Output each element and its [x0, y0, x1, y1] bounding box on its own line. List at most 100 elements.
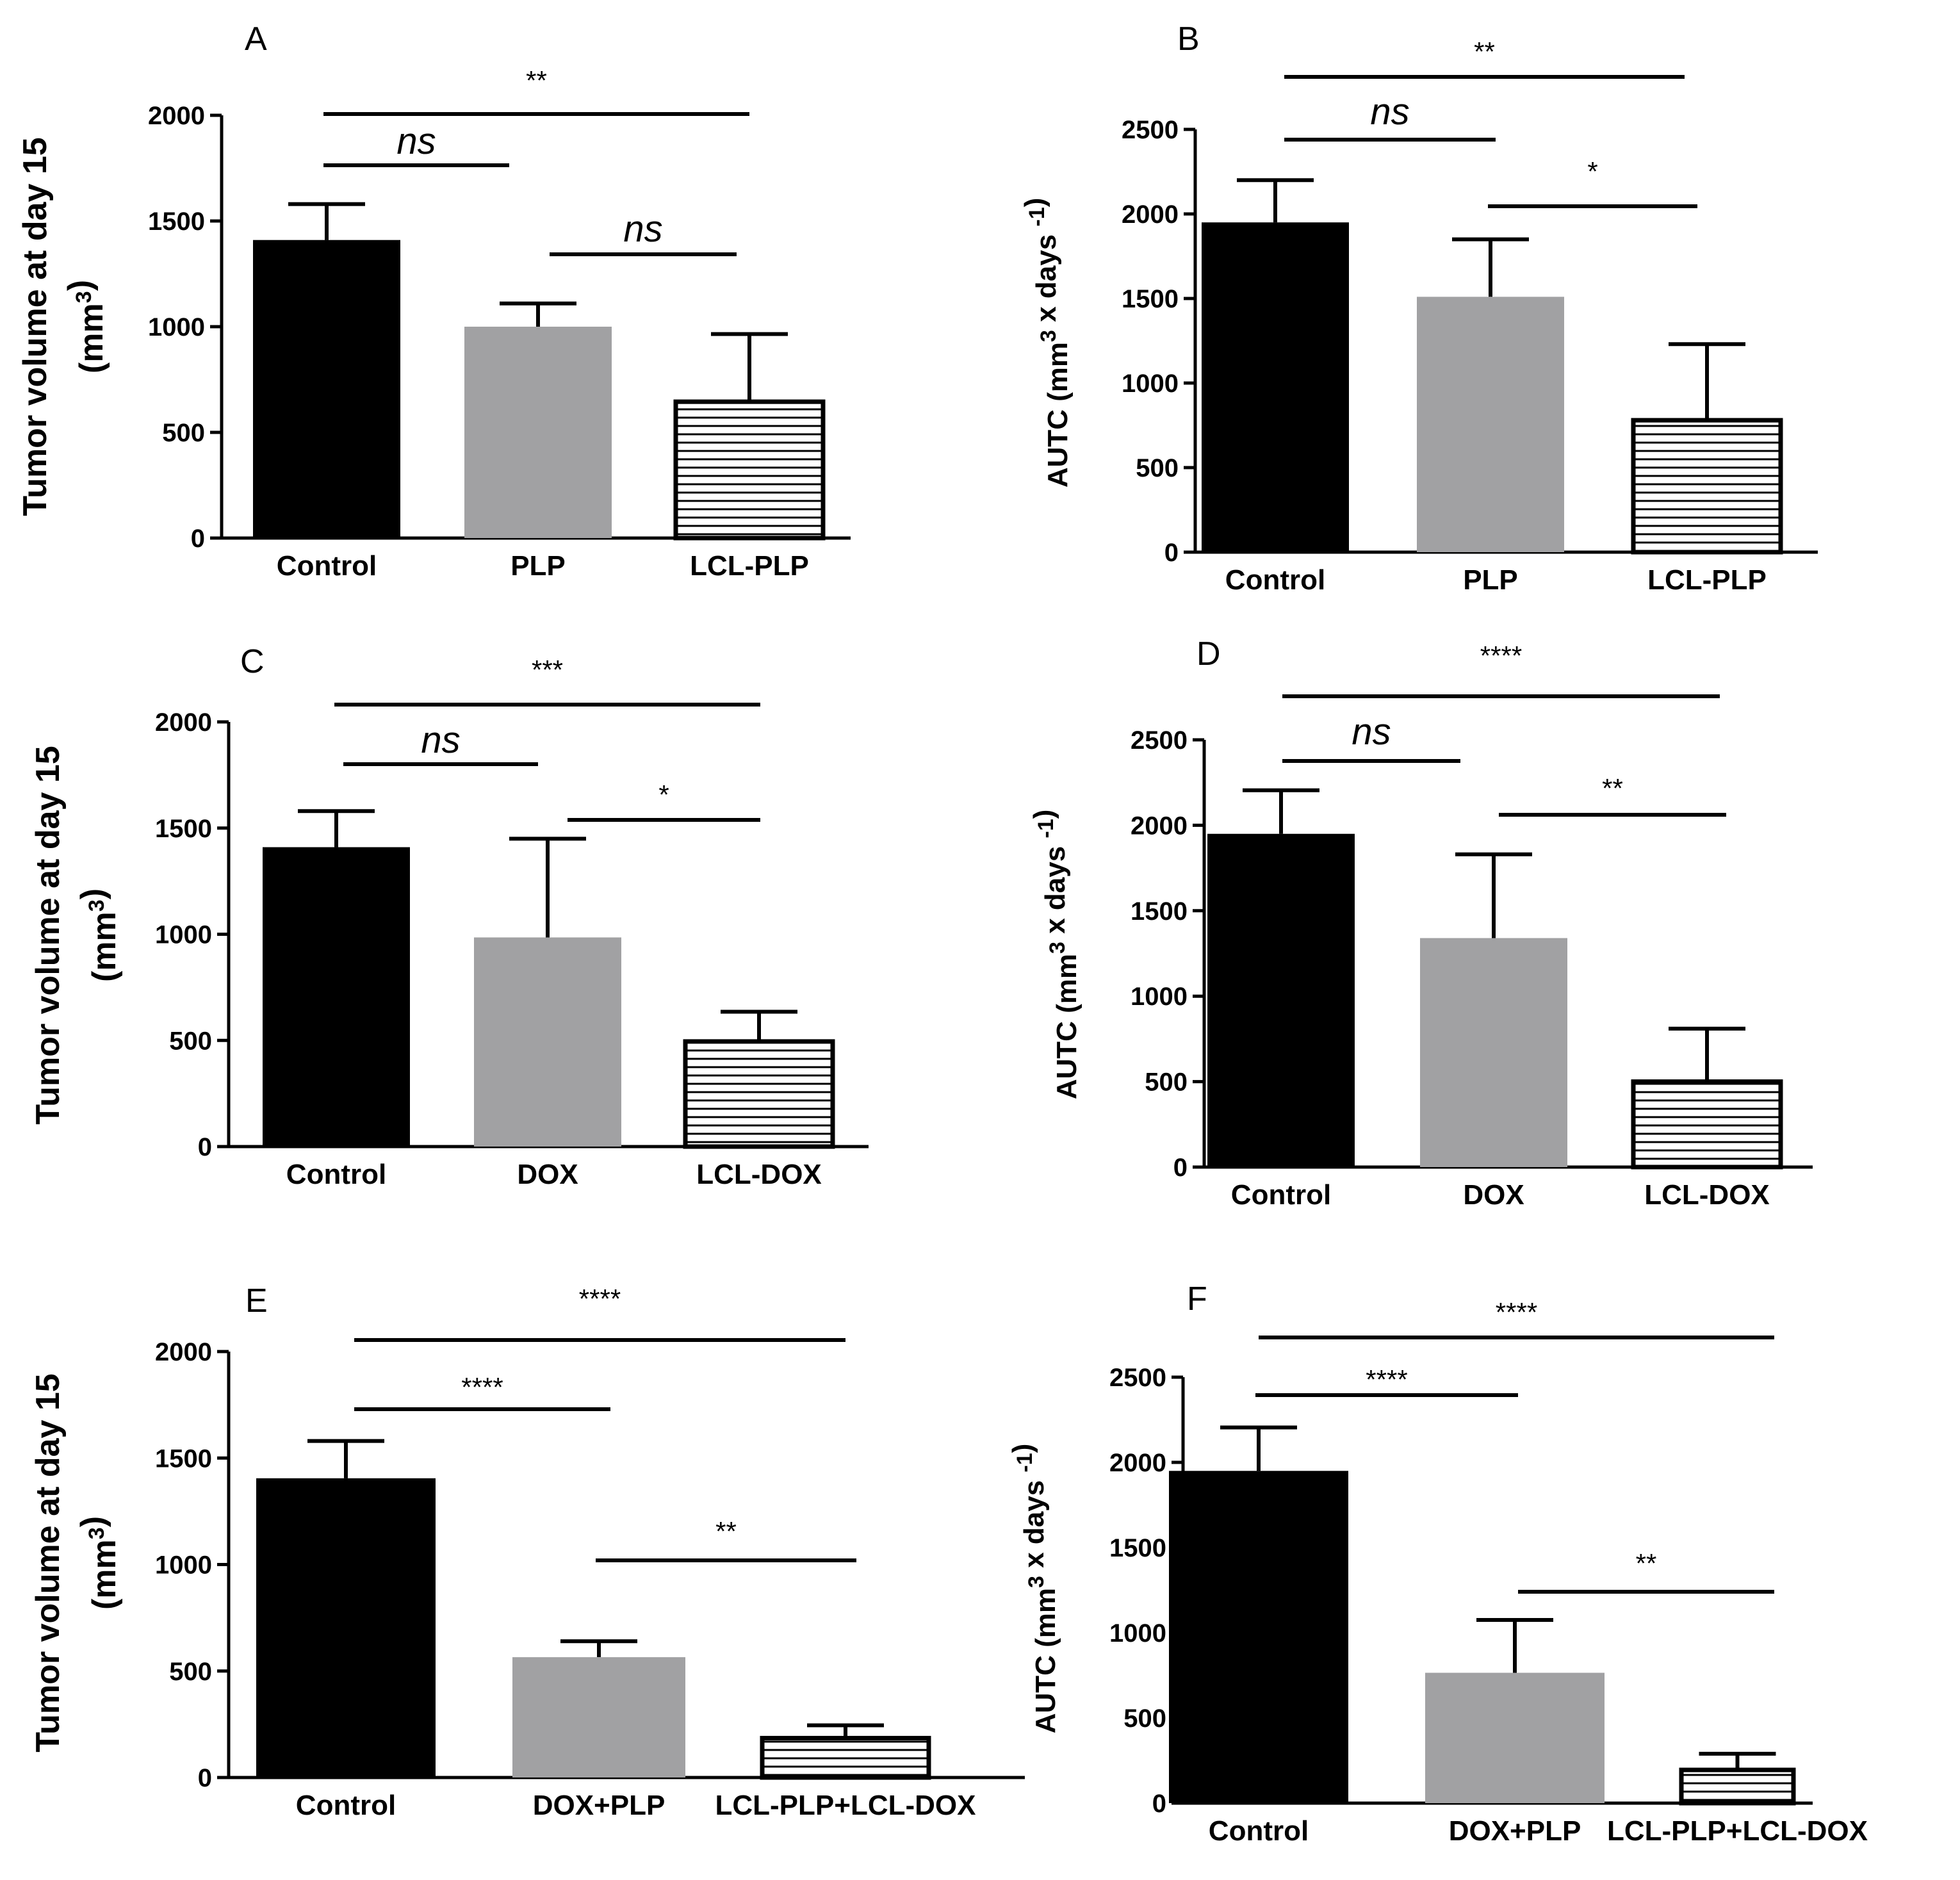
y-axis-label: (mm3)	[74, 1516, 123, 1610]
y-tick-label: 1500	[1131, 897, 1188, 926]
y-tick-label: 2000	[1122, 200, 1179, 229]
category-label: PLP	[510, 550, 566, 582]
y-axis-label: Tumor volume at day 15	[29, 746, 67, 1124]
y-tick-label: 2500	[1109, 1364, 1166, 1392]
bar	[1207, 833, 1355, 1167]
y-tick-label: 1500	[155, 815, 212, 843]
category-label: PLP	[1463, 564, 1518, 596]
significance-label: ***	[532, 655, 563, 685]
panel-letter: F	[1187, 1280, 1207, 1318]
bar	[1631, 418, 1783, 555]
bar	[673, 399, 826, 541]
category-label: Control	[1209, 1815, 1309, 1847]
y-axis-label: (mm3)	[61, 280, 110, 373]
significance-label: **	[1474, 37, 1495, 67]
y-tick-label: 1000	[1122, 370, 1179, 398]
panel-letter: C	[240, 643, 265, 680]
panel-e: E Tumor volume at day 15 (mm3) 0 500 1000 1500…	[29, 1282, 1025, 1821]
y-tick-label: 2000	[155, 1338, 212, 1366]
category-label: Control	[1231, 1179, 1331, 1211]
y-tick-label: 1000	[148, 313, 205, 341]
significance-label: ****	[461, 1372, 503, 1402]
y-tick-label: 2500	[1131, 726, 1188, 755]
y-tick-label: 0	[1173, 1154, 1188, 1182]
y-tick-label: 1000	[1109, 1619, 1166, 1647]
significance-label: *	[1587, 156, 1597, 186]
panel-a: A Tumor volume at day 15 (mm3) 0 500 1000 1500…	[17, 20, 851, 582]
y-tick-label: 2000	[1131, 812, 1188, 840]
significance-label: **	[1602, 773, 1623, 803]
y-axis-label: (mm3)	[74, 888, 123, 982]
bar	[253, 240, 400, 538]
y-tick-label: 1500	[148, 208, 205, 236]
y-tick-label: 1000	[1131, 983, 1188, 1011]
y-axis-label: AUTC (mm3 x days -1)	[1019, 198, 1074, 488]
category-label: DOX	[517, 1159, 578, 1190]
category-label: LCL-PLP+LCL-DOX	[715, 1790, 976, 1821]
significance-label: ns	[421, 719, 460, 761]
panel-b: B AUTC (mm3 x days -1) 0 500 1000 1500 2000 250…	[1019, 20, 1818, 596]
y-tick-label: 500	[1145, 1068, 1188, 1097]
y-tick-label: 0	[1164, 539, 1179, 567]
bar	[263, 847, 410, 1147]
category-label: LCL-PLP	[1647, 564, 1767, 596]
bar	[464, 327, 612, 538]
y-tick-label: 1000	[155, 921, 212, 949]
panel-letter: A	[245, 20, 267, 58]
panel-letter: D	[1196, 635, 1221, 673]
y-tick-label: 500	[162, 419, 205, 447]
category-label: DOX	[1463, 1179, 1524, 1211]
y-tick-label: 0	[191, 525, 205, 553]
y-tick-label: 500	[169, 1658, 212, 1686]
category-label: Control	[296, 1790, 396, 1821]
category-label: LCL-PLP+LCL-DOX	[1607, 1815, 1868, 1847]
significance-label: ns	[1352, 711, 1391, 753]
category-label: LCL-DOX	[696, 1159, 822, 1190]
bar	[1425, 1672, 1605, 1803]
bar	[1169, 1471, 1348, 1803]
y-axis-label: Tumor volume at day 15	[17, 137, 54, 516]
bar	[512, 1657, 685, 1778]
bar	[256, 1478, 436, 1778]
y-axis-label: AUTC (mm3 x days -1)	[1028, 810, 1082, 1100]
significance-label: **	[715, 1516, 737, 1546]
significance-label: **	[1636, 1548, 1657, 1578]
significance-label: *	[658, 780, 669, 810]
category-label: DOX+PLP	[533, 1790, 666, 1821]
y-tick-label: 2500	[1122, 116, 1179, 144]
y-tick-label: 2000	[148, 102, 205, 130]
y-tick-label: 500	[169, 1027, 212, 1055]
y-tick-label: 2000	[1109, 1449, 1166, 1477]
significance-label: ****	[1480, 641, 1522, 671]
category-label: Control	[1225, 564, 1325, 596]
category-label: DOX+PLP	[1449, 1815, 1581, 1847]
panel-d: D AUTC (mm3 x days -1) 0 500 1000 1500 2000 250…	[1028, 635, 1813, 1211]
panel-letter: B	[1177, 20, 1200, 58]
significance-label: ****	[1496, 1297, 1537, 1327]
y-tick-label: 500	[1123, 1704, 1166, 1733]
panel-letter: E	[245, 1282, 268, 1320]
y-axis-label: AUTC (mm3 x days -1)	[1007, 1444, 1061, 1734]
category-label: LCL-PLP	[690, 550, 809, 582]
category-label: Control	[277, 550, 377, 582]
bar	[474, 937, 621, 1147]
y-tick-label: 2000	[155, 708, 212, 737]
significance-label: ns	[396, 120, 436, 162]
y-tick-label: 0	[198, 1764, 212, 1792]
y-axis-label: Tumor volume at day 15	[29, 1373, 67, 1752]
panel-f: F AUTC (mm3 x days -1) 0 500 1000 1500 2000 250…	[1007, 1280, 1868, 1847]
bar	[1420, 938, 1567, 1167]
bar	[1631, 1079, 1783, 1170]
panel-c: C Tumor volume at day 15 (mm3) 0 500 1000 1500…	[29, 643, 869, 1190]
significance-label: ****	[1366, 1364, 1407, 1394]
significance-label: ns	[1370, 91, 1409, 133]
y-tick-label: 1500	[1122, 285, 1179, 313]
y-tick-label: 1500	[155, 1444, 212, 1473]
bar	[760, 1735, 931, 1780]
category-label: LCL-DOX	[1644, 1179, 1770, 1211]
y-tick-label: 500	[1136, 454, 1179, 482]
category-label: Control	[286, 1159, 386, 1190]
bar	[1679, 1767, 1796, 1806]
bar	[683, 1039, 835, 1149]
